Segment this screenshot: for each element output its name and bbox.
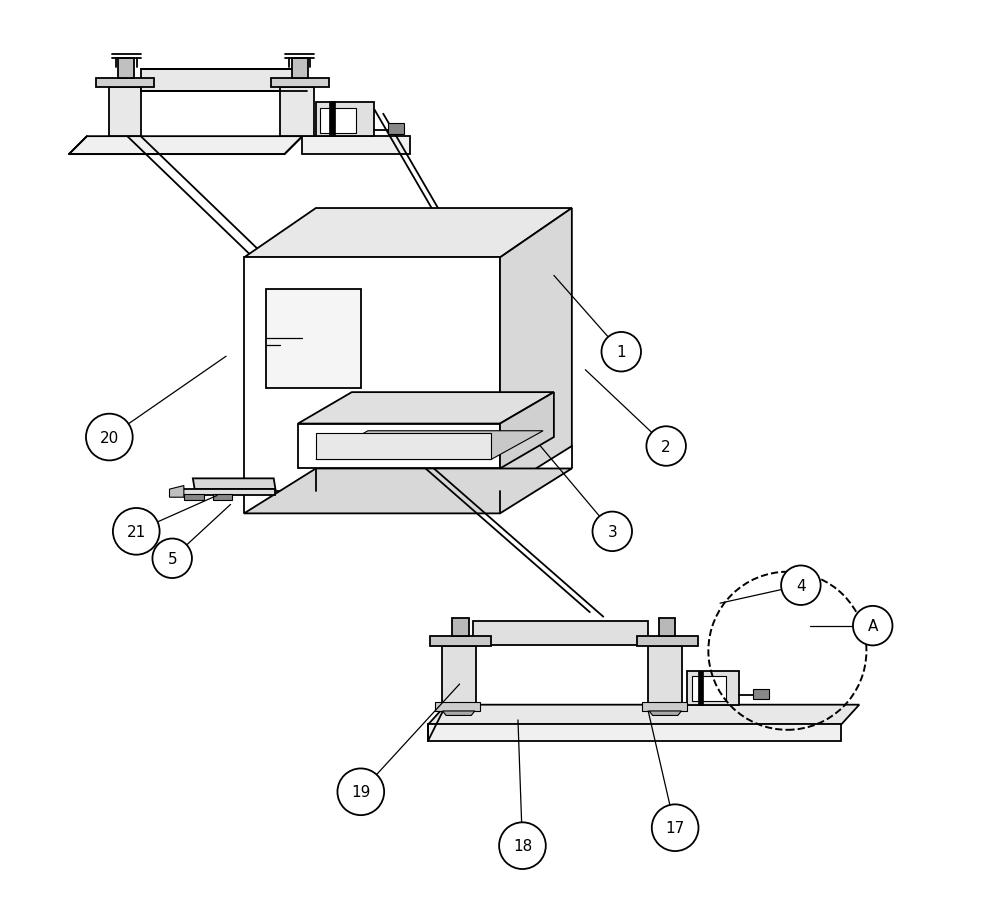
Text: A: A [868, 619, 878, 633]
Bar [109, 87, 141, 137]
Polygon shape [244, 209, 572, 258]
Bar [435, 702, 480, 711]
Text: 2: 2 [661, 439, 671, 454]
Bar [118, 59, 134, 78]
Bar [316, 103, 374, 137]
Circle shape [86, 415, 133, 461]
Bar [692, 676, 726, 701]
Bar [452, 619, 469, 637]
Polygon shape [177, 489, 275, 496]
Text: 1: 1 [616, 345, 626, 360]
Circle shape [593, 512, 632, 551]
Bar [320, 109, 356, 134]
Bar [302, 137, 410, 155]
Text: 5: 5 [167, 551, 177, 566]
Text: 19: 19 [351, 784, 370, 800]
Polygon shape [316, 433, 491, 460]
Bar [213, 494, 232, 500]
Polygon shape [316, 431, 543, 460]
Polygon shape [298, 425, 500, 469]
Polygon shape [244, 258, 500, 491]
Polygon shape [430, 637, 491, 647]
Polygon shape [96, 78, 154, 87]
Circle shape [853, 606, 892, 646]
Circle shape [499, 823, 546, 869]
Circle shape [113, 508, 160, 555]
Text: 18: 18 [513, 838, 532, 854]
Text: 20: 20 [100, 430, 119, 445]
Circle shape [646, 426, 686, 466]
Bar [687, 670, 739, 705]
Polygon shape [193, 479, 275, 489]
Text: 21: 21 [127, 524, 146, 539]
Circle shape [601, 333, 641, 372]
Circle shape [781, 566, 821, 605]
Bar [280, 87, 314, 137]
Polygon shape [298, 393, 554, 425]
Bar [292, 59, 308, 78]
Text: 17: 17 [666, 820, 685, 835]
Polygon shape [244, 469, 572, 514]
Bar [659, 619, 675, 637]
Bar [184, 494, 204, 500]
Polygon shape [69, 137, 302, 155]
Bar [648, 647, 682, 705]
Polygon shape [500, 393, 554, 469]
Polygon shape [649, 711, 681, 716]
Polygon shape [500, 209, 572, 491]
Polygon shape [271, 78, 329, 87]
Bar [642, 702, 687, 711]
Polygon shape [141, 70, 307, 92]
Polygon shape [473, 621, 648, 646]
Text: 3: 3 [607, 524, 617, 539]
Bar [442, 647, 476, 705]
Polygon shape [428, 705, 859, 724]
Circle shape [652, 804, 698, 851]
Polygon shape [443, 711, 475, 716]
Bar [388, 124, 404, 135]
Bar [266, 290, 361, 388]
Polygon shape [428, 724, 841, 741]
Circle shape [152, 539, 192, 578]
Bar [753, 689, 769, 700]
Text: 4: 4 [796, 578, 806, 593]
Bar [698, 670, 703, 705]
Circle shape [337, 769, 384, 815]
Bar [329, 102, 335, 136]
Polygon shape [637, 637, 698, 647]
Polygon shape [169, 486, 184, 497]
